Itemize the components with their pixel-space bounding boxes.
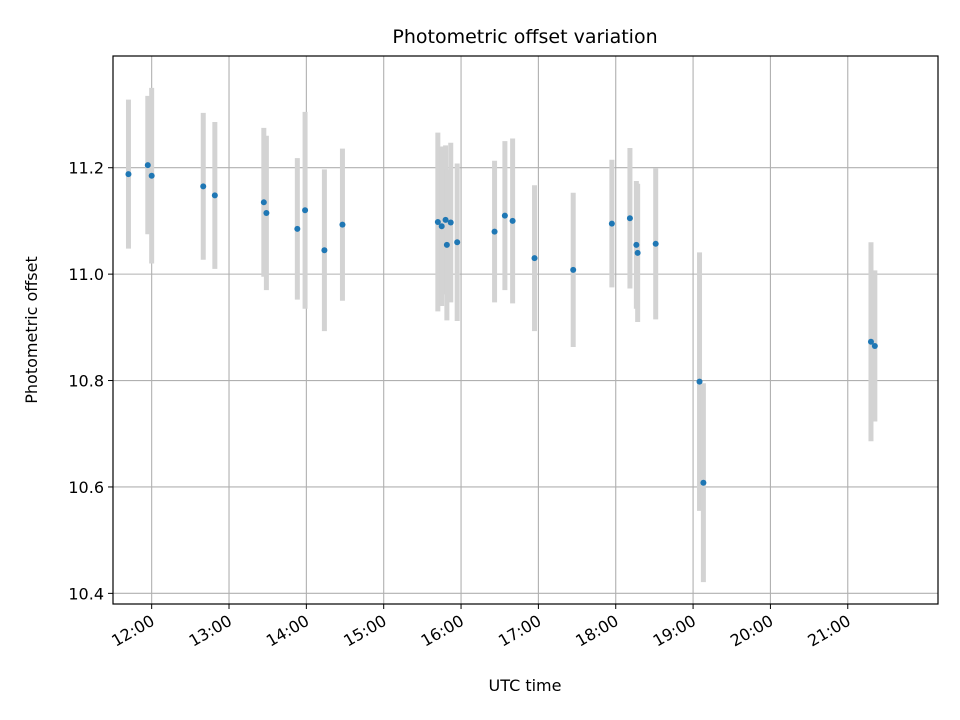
data-point bbox=[200, 183, 207, 190]
data-point bbox=[570, 266, 577, 273]
data-point bbox=[442, 216, 449, 223]
y-axis-label: Photometric offset bbox=[22, 256, 41, 404]
data-point bbox=[434, 218, 441, 225]
y-tick-label: 10.8 bbox=[68, 372, 104, 391]
data-point bbox=[447, 219, 454, 226]
data-point bbox=[867, 338, 874, 345]
data-point bbox=[509, 217, 516, 224]
data-point bbox=[438, 223, 445, 230]
y-tick-label: 10.4 bbox=[68, 584, 104, 603]
data-point bbox=[260, 199, 267, 206]
data-point bbox=[302, 207, 309, 214]
data-point bbox=[148, 172, 155, 179]
data-point bbox=[294, 225, 301, 232]
data-point bbox=[125, 171, 132, 178]
point-layer bbox=[125, 162, 878, 486]
data-point bbox=[626, 215, 633, 222]
data-point bbox=[339, 221, 346, 228]
data-point bbox=[531, 255, 538, 262]
data-point bbox=[454, 239, 461, 246]
y-axis: 10.4 10.6 10.8 11.0 11.2 bbox=[68, 159, 113, 603]
x-axis-label: UTC time bbox=[489, 676, 562, 695]
y-tick-label: 11.0 bbox=[68, 265, 104, 284]
data-point bbox=[321, 247, 328, 254]
data-point bbox=[633, 241, 640, 248]
data-point bbox=[608, 220, 615, 227]
data-point bbox=[501, 212, 508, 219]
y-tick-label: 10.6 bbox=[68, 478, 104, 497]
data-point bbox=[700, 479, 707, 486]
chart-title: Photometric offset variation bbox=[392, 26, 657, 48]
data-point bbox=[263, 209, 270, 216]
plot-frame bbox=[112, 55, 939, 605]
data-point bbox=[871, 342, 878, 349]
data-point bbox=[491, 228, 498, 235]
data-point bbox=[144, 162, 151, 169]
data-point bbox=[652, 240, 659, 247]
data-point bbox=[443, 241, 450, 248]
y-tick-label: 11.2 bbox=[68, 159, 104, 178]
data-point bbox=[696, 378, 703, 385]
data-point bbox=[634, 249, 641, 256]
data-point bbox=[211, 192, 218, 199]
